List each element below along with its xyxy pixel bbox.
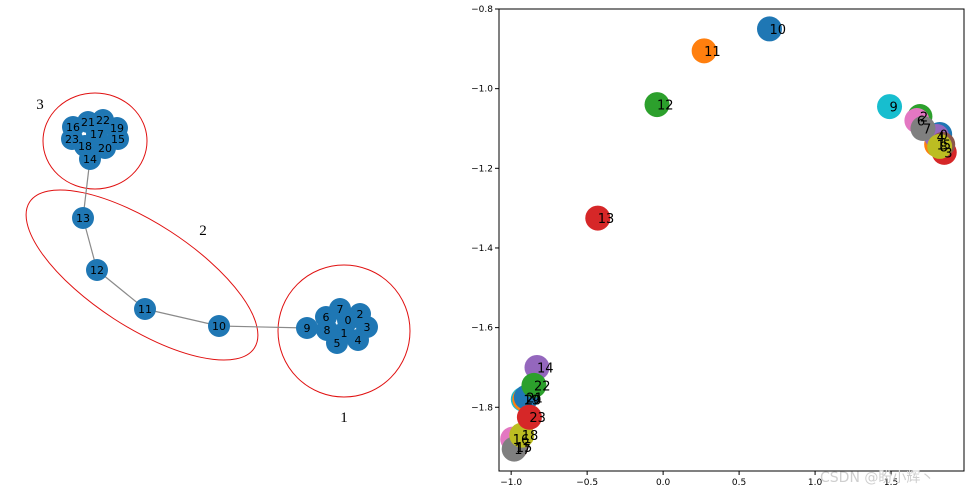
graph-node-label-6: 6	[323, 311, 330, 324]
graph-node-label-16: 16	[66, 121, 80, 134]
scatter-point-label-13: 13	[598, 212, 615, 227]
graph-node-7	[329, 298, 351, 320]
scatter-point-label-17: 17	[514, 443, 531, 458]
cluster-3-label: 3	[36, 97, 44, 113]
graph-node-label-0: 0	[345, 314, 352, 327]
graph-node-label-11: 11	[138, 303, 152, 316]
y-tick-label: −0.8	[471, 5, 493, 15]
y-tick-label: −1.6	[471, 324, 493, 334]
graph-node-label-22: 22	[96, 114, 110, 127]
x-tick-label: 0.5	[732, 478, 746, 488]
scatter-point-label-9: 9	[890, 101, 898, 116]
graph-node-label-20: 20	[98, 142, 112, 155]
cluster-2-label: 2	[199, 223, 207, 239]
graph-node-label-4: 4	[355, 334, 362, 347]
scatter-point-label-10: 10	[769, 23, 786, 38]
scatter-point-label-7: 7	[923, 122, 931, 137]
x-tick-label: −1.0	[500, 478, 522, 488]
graph-node-label-8: 8	[324, 324, 331, 337]
cluster-2-outline	[25, 189, 259, 361]
scatter-point-label-15: 15	[516, 441, 533, 456]
edge-10-11	[144, 308, 220, 327]
graph-node-12	[86, 259, 108, 281]
scatter-point-label-23: 23	[529, 411, 546, 426]
graph-node-13	[72, 207, 94, 229]
x-tick-label: −0.5	[576, 478, 598, 488]
scatter-point-11	[691, 38, 717, 64]
watermark: CSDN @盼小辉丶	[820, 470, 934, 486]
scatter-point-label-11: 11	[704, 45, 721, 60]
graph-node-20	[94, 137, 116, 159]
graph-node-10	[208, 315, 230, 337]
y-tick-label: −1.8	[471, 403, 493, 413]
scatter-point-label-4: 4	[937, 130, 945, 145]
graph-node-label-2: 2	[357, 308, 364, 321]
scatter-point-7	[910, 115, 936, 141]
scatter-point-label-14: 14	[537, 361, 554, 376]
graph-node-label-9: 9	[304, 322, 311, 335]
graph-node-label-17: 17	[90, 128, 104, 141]
scatter-point-22	[521, 372, 547, 398]
scatter-point-label-12: 12	[657, 99, 674, 114]
scatter-point-label-6: 6	[917, 115, 925, 130]
scatter-point-label-16: 16	[513, 433, 530, 448]
graph-node-label-10: 10	[212, 320, 226, 333]
x-tick-label: 1.0	[808, 478, 823, 488]
scatter-point-label-8: 8	[940, 140, 948, 155]
cluster-1-label: 1	[340, 410, 348, 426]
graph-node-4	[347, 329, 369, 351]
graph-node-23	[61, 128, 83, 150]
graph-node-label-18: 18	[78, 140, 92, 153]
scatter-point-label-21: 21	[526, 391, 543, 406]
scatter-point-10	[756, 16, 782, 42]
x-tick-label: 1.5	[884, 478, 898, 488]
graph-node-label-12: 12	[90, 264, 104, 277]
graph-node-label-23: 23	[65, 133, 79, 146]
graph-node-label-13: 13	[76, 212, 90, 225]
graph-node-22	[92, 109, 114, 131]
scatter-plot: −0.8 −1.0 −1.2 −1.4 −1.6 −1.8 −1.0 −0.5 0.0 0.5 1.…	[471, 5, 965, 488]
scatter-point-label-3: 3	[944, 146, 952, 161]
plot-frame	[498, 8, 965, 472]
graph-node-8	[316, 319, 338, 341]
scatter-point-label-22: 22	[534, 379, 551, 394]
graph-node-label-19: 19	[110, 122, 124, 135]
scatter-point-label-20: 20	[525, 393, 542, 408]
scatter-point-label-19: 19	[523, 393, 540, 408]
scatter-point-label-0: 0	[940, 128, 948, 143]
scatter-point-label-2: 2	[920, 111, 928, 126]
scatter-point-12	[644, 92, 670, 118]
graph-node-label-15: 15	[111, 133, 125, 146]
scatter-point-8	[927, 133, 953, 159]
graph-node-label-7: 7	[337, 303, 344, 316]
y-tick-label: −1.4	[471, 244, 493, 254]
scatter-point-23	[516, 404, 542, 430]
graph-node-label-5: 5	[334, 337, 341, 350]
cluster-1-outline	[277, 264, 411, 398]
graph-node-11	[134, 298, 156, 320]
scatter-point-label-1: 1	[937, 138, 945, 153]
x-tick-label: 0.0	[656, 478, 671, 488]
scatter-point-label-5: 5	[943, 138, 951, 153]
graph-node-label-1: 1	[341, 327, 348, 340]
cluster-3-outline	[42, 92, 148, 190]
edge-9-10	[218, 325, 308, 329]
scatter-point-13	[585, 205, 611, 231]
y-tick-label: −1.2	[471, 164, 493, 174]
y-tick-label: −1.0	[471, 85, 493, 95]
scatter-point-9	[877, 94, 903, 120]
scatter-point-label-18: 18	[522, 429, 539, 444]
graph-node-label-21: 21	[81, 116, 95, 129]
graph-node-label-14: 14	[83, 153, 97, 166]
graph-node-9	[296, 317, 318, 339]
graph-node-label-3: 3	[364, 321, 371, 334]
